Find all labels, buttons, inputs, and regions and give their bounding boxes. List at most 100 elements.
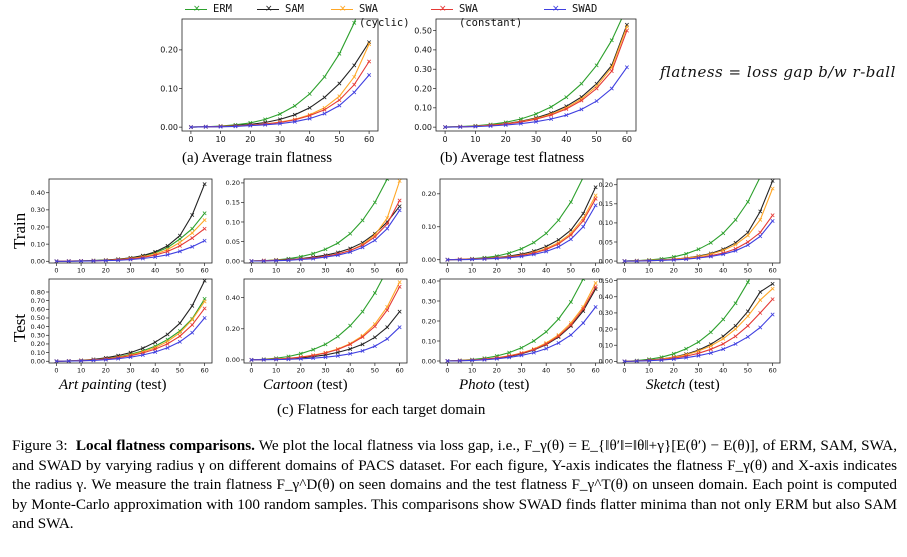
data-point <box>771 145 774 148</box>
data-point <box>568 323 573 327</box>
data-point <box>556 244 561 249</box>
data-point <box>165 252 170 257</box>
data-point <box>190 330 195 335</box>
y-tick-label: 0.30 <box>414 65 432 74</box>
data-point <box>745 280 750 285</box>
y-tick-label: 0.10 <box>599 219 613 227</box>
data-point <box>544 249 549 254</box>
data-point <box>335 347 340 352</box>
data-point <box>386 268 389 271</box>
data-point <box>581 279 586 281</box>
data-point <box>397 204 402 209</box>
series-sam <box>54 182 207 263</box>
data-point <box>274 357 279 362</box>
y-tick-label: 0.00 <box>422 357 436 365</box>
series-swad <box>445 203 598 262</box>
y-tick-label: 0.40 <box>31 323 45 331</box>
x-tick-label: 0 <box>445 367 449 375</box>
y-tick-label: 0.40 <box>422 277 436 285</box>
x-tick-label: 50 <box>567 267 575 275</box>
data-point <box>202 211 207 216</box>
data-point <box>594 86 599 91</box>
data-point <box>202 306 207 311</box>
data-point <box>188 125 193 130</box>
data-point <box>758 298 763 302</box>
series-swad <box>622 219 775 263</box>
data-point <box>770 281 775 286</box>
data-point <box>307 105 312 110</box>
data-point <box>323 255 328 260</box>
x-tick-label: 10 <box>468 267 476 275</box>
x-tick-label: 40 <box>719 367 727 375</box>
data-point <box>482 257 487 262</box>
data-point <box>360 342 365 347</box>
data-point <box>385 216 390 221</box>
series-swad <box>443 65 629 130</box>
data-point <box>385 325 390 330</box>
data-point <box>360 245 365 250</box>
y-tick-label: 0.30 <box>599 309 613 317</box>
data-point <box>568 237 573 242</box>
data-point <box>165 249 170 254</box>
data-point <box>177 240 182 245</box>
data-point <box>556 334 561 339</box>
data-point <box>593 203 598 208</box>
y-tick-label: 0.00 <box>422 256 436 264</box>
x-tick-label: 30 <box>531 135 541 144</box>
plot-frame <box>439 278 604 364</box>
x-tick-label: 30 <box>275 135 285 144</box>
series-line <box>624 220 774 262</box>
x-tick-label: 60 <box>768 367 776 375</box>
legend-marker: × <box>193 4 201 14</box>
data-point <box>519 246 524 251</box>
data-point <box>307 113 312 118</box>
series-swad <box>54 315 207 363</box>
x-tick-label: 20 <box>670 367 678 375</box>
data-point <box>360 335 365 340</box>
y-tick-label: 0.05 <box>599 238 613 246</box>
x-tick-label: 30 <box>694 367 702 375</box>
y-tick-label: 0.00 <box>599 358 613 366</box>
data-point <box>745 334 750 339</box>
series-swad <box>249 208 402 263</box>
data-point <box>696 340 701 344</box>
y-tick-label: 0.15 <box>599 200 613 208</box>
data-point <box>708 343 713 348</box>
y-tick-label: 0.10 <box>31 240 45 248</box>
data-point <box>594 99 599 104</box>
y-tick-label: 0.00 <box>31 258 45 266</box>
chart-cartoon-train: 0 10 20 30 40 50 60 0.00 0.05 0.10 0.15 0.20 <box>226 178 408 275</box>
data-point <box>733 323 738 328</box>
data-point <box>758 289 763 294</box>
data-point <box>708 240 713 245</box>
data-point <box>745 314 750 319</box>
series-line <box>445 26 628 128</box>
data-point <box>534 112 538 116</box>
plot-frame <box>616 178 781 264</box>
row-label-test: Test <box>10 313 29 342</box>
data-point <box>372 324 377 329</box>
data-point <box>103 357 108 362</box>
x-tick-label: 60 <box>395 267 403 275</box>
plot-frame <box>243 278 408 364</box>
series-line <box>56 212 206 262</box>
data-point <box>190 231 195 235</box>
data-point <box>659 258 664 263</box>
data-point <box>397 179 402 183</box>
data-point <box>79 259 84 263</box>
y-tick-label: 0.20 <box>422 190 436 198</box>
y-tick-label: 0.20 <box>599 325 613 333</box>
data-point <box>488 123 493 128</box>
data-point <box>556 317 561 321</box>
data-point <box>385 226 390 231</box>
plot-frame <box>243 178 408 264</box>
x-tick-label: 0 <box>249 267 253 275</box>
y-tick-label: 0.00 <box>226 356 240 364</box>
data-point <box>470 257 475 262</box>
series-line <box>251 286 401 361</box>
x-tick-label: 20 <box>670 267 678 275</box>
data-point <box>323 351 328 356</box>
data-point <box>708 347 713 352</box>
y-tick-label: 0.20 <box>422 317 436 325</box>
data-point <box>624 24 629 29</box>
